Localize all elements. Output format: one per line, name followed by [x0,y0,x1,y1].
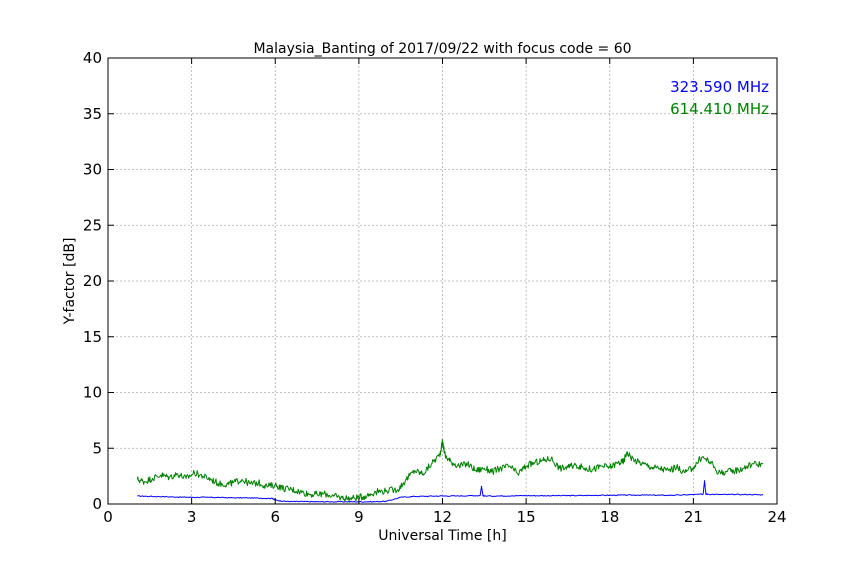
series-line [136,439,764,502]
chart-title: Malaysia_Banting of 2017/09/22 with focu… [253,41,631,57]
x-tick-label: 21 [684,508,703,526]
x-tick-label: 15 [517,508,536,526]
x-axis-label: Universal Time [h] [378,528,506,544]
y-axis-label: Y-factor [dB] [62,238,78,326]
x-tick-label: 6 [270,508,280,526]
x-tick-label: 3 [187,508,197,526]
x-tick-label: 9 [354,508,364,526]
legend-entry: 614.410 MHz [670,100,769,118]
y-tick-label: 15 [83,328,102,346]
y-tick-label: 10 [83,384,102,402]
axis-ticks: 0 3 6 9 12 15 18 21 24 0 5 10 15 20 25 30 35 40 [83,49,787,526]
legend-entry: 323.590 MHz [670,78,769,96]
series-lines [136,439,764,503]
x-tick-label: 12 [433,508,452,526]
legend: 323.590 MHz 614.410 MHz [670,78,769,118]
x-tick-label: 0 [103,508,113,526]
y-tick-label: 30 [83,161,102,179]
series-line [137,480,764,503]
x-tick-label: 18 [600,508,619,526]
y-tick-label: 25 [83,216,102,234]
x-tick-label: 24 [767,508,786,526]
y-tick-label: 5 [92,439,102,457]
y-tick-label: 20 [83,272,102,290]
y-tick-label: 40 [83,49,102,67]
y-tick-label: 35 [83,105,102,123]
y-tick-label: 0 [92,495,102,513]
